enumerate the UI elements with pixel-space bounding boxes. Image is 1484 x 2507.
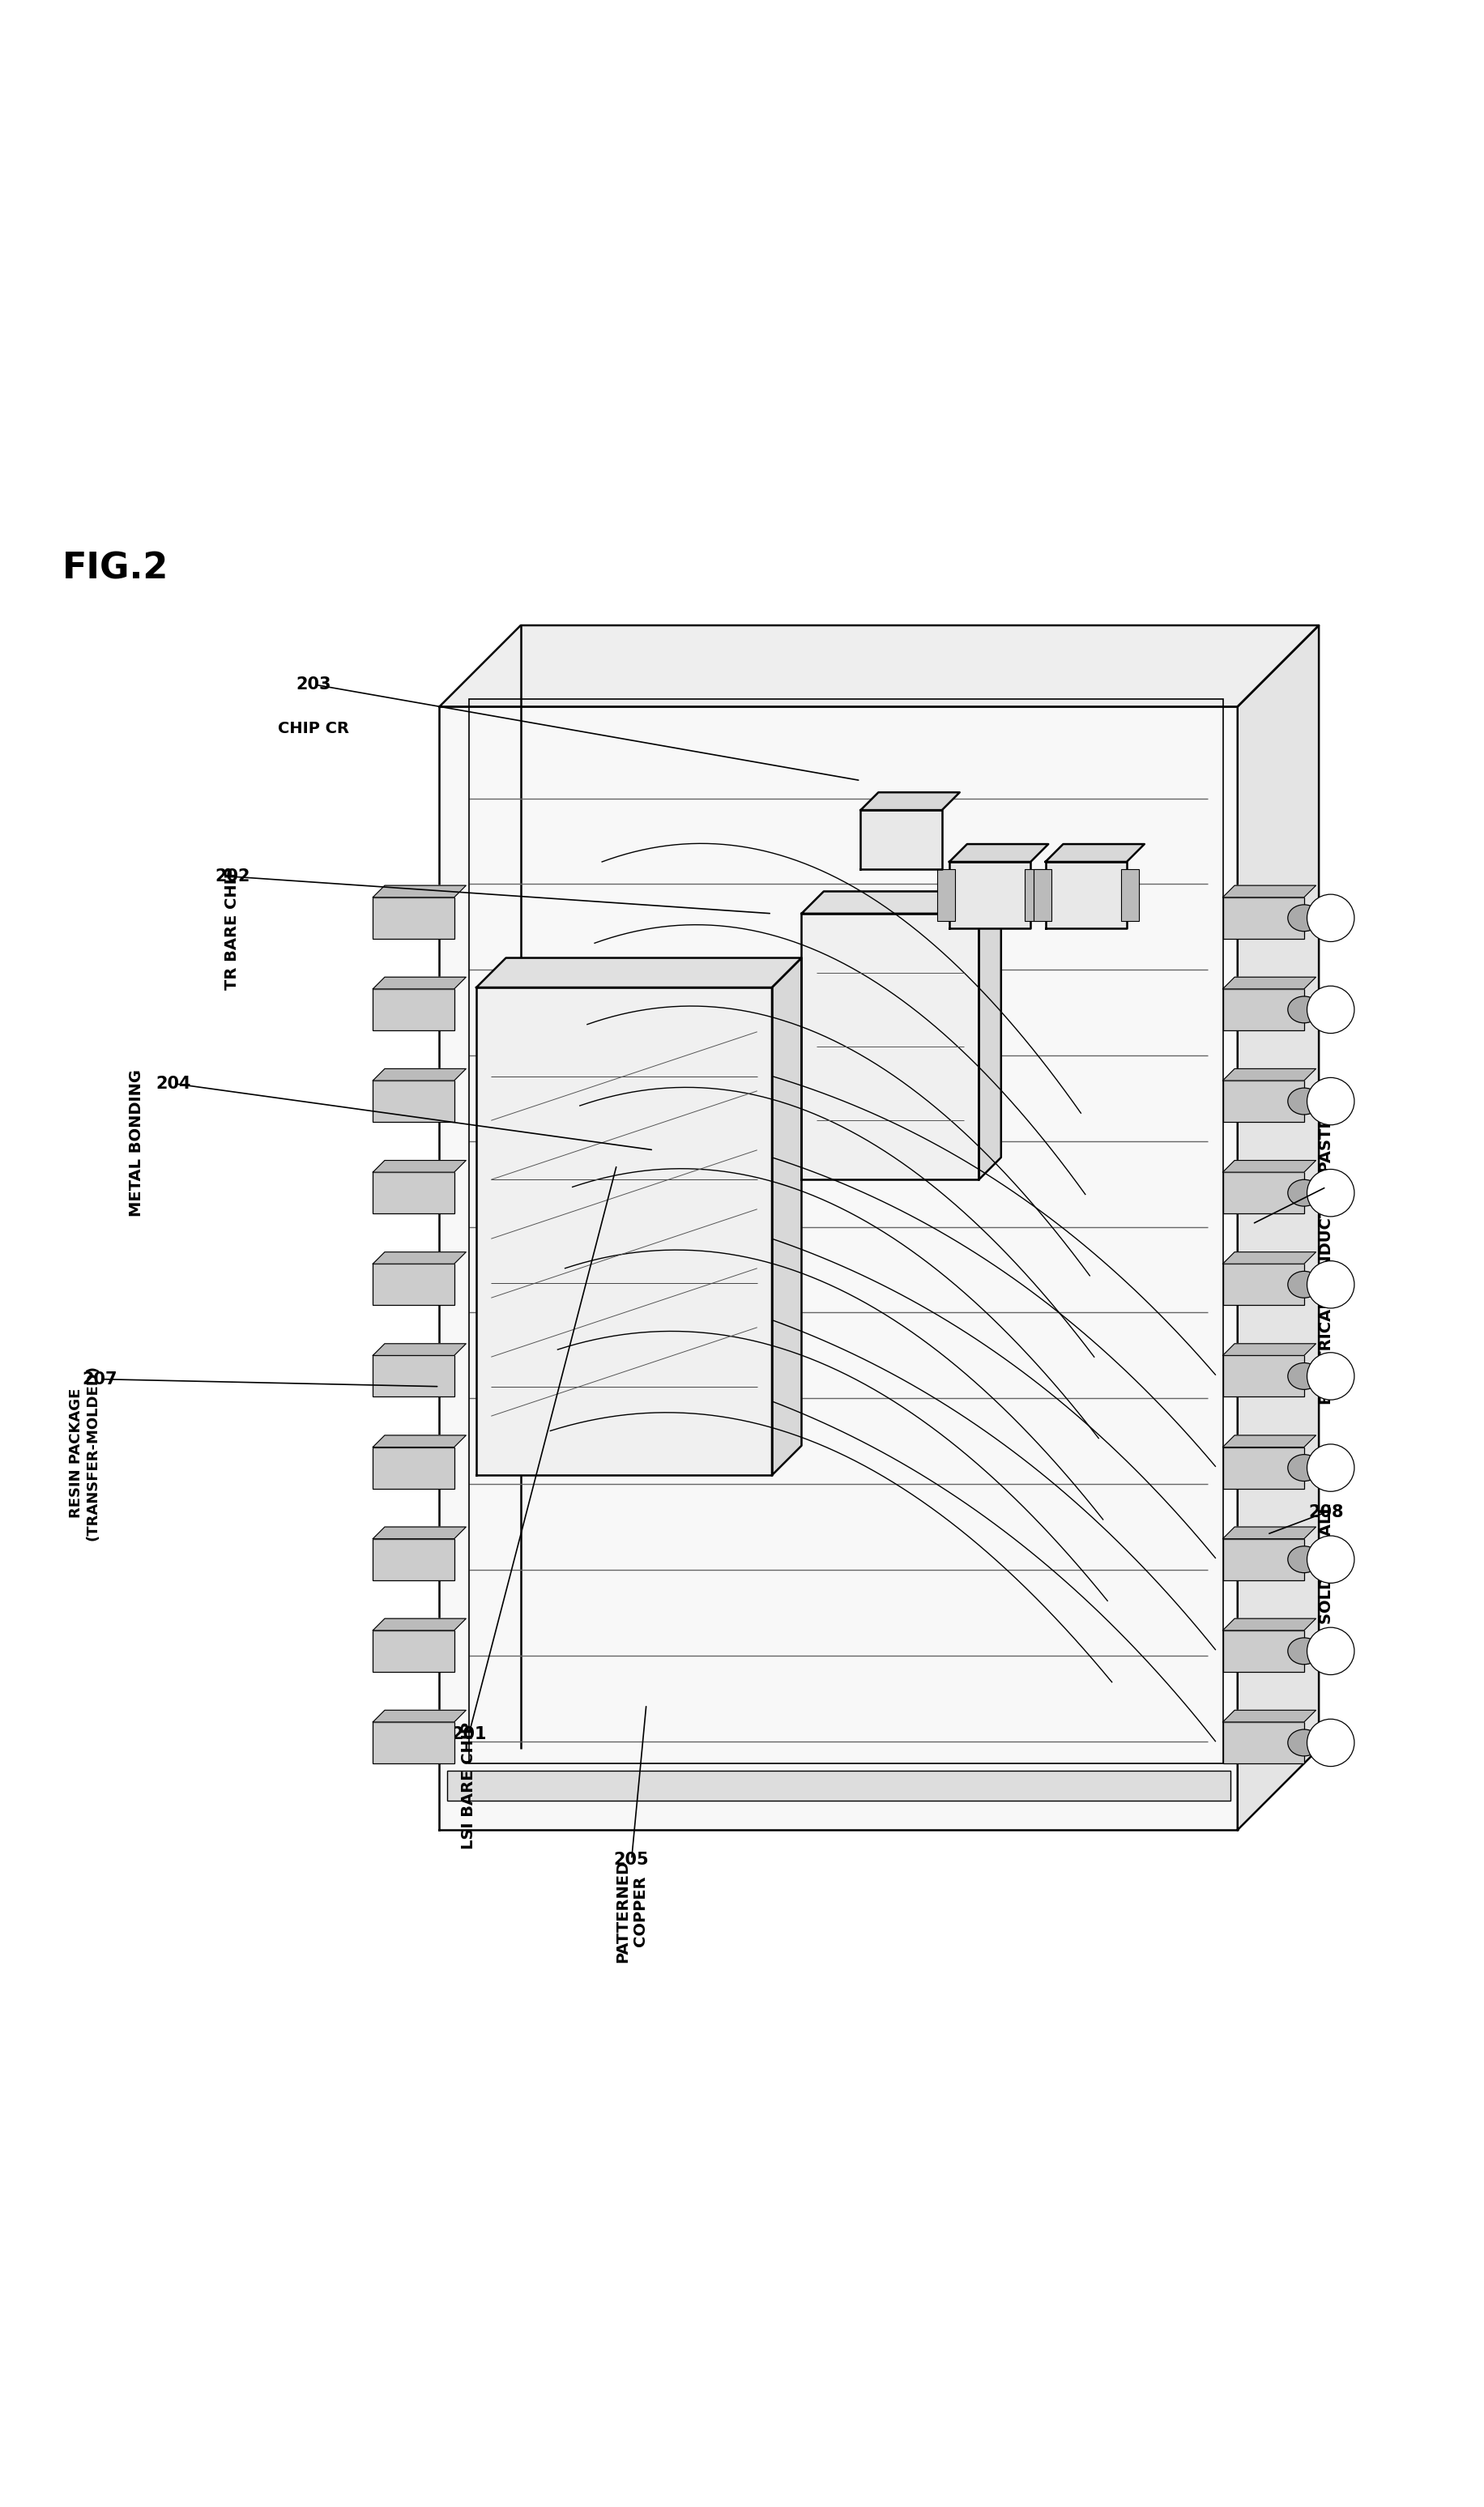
Polygon shape [439,707,1236,1830]
Ellipse shape [1287,1454,1319,1482]
Text: SOLDER BALL: SOLDER BALL [1318,1504,1333,1625]
Bar [1223,1539,1303,1579]
Ellipse shape [1287,1637,1319,1665]
Polygon shape [801,913,978,1181]
Polygon shape [978,892,1000,1181]
Text: TR BARE CHIP: TR BARE CHIP [224,867,240,990]
Bar [372,1081,454,1123]
Bar [1223,1264,1303,1306]
Polygon shape [476,988,772,1474]
Polygon shape [1223,1161,1315,1173]
Polygon shape [1223,978,1315,988]
Text: 204: 204 [156,1076,191,1091]
Ellipse shape [1287,1364,1319,1389]
Polygon shape [801,892,1000,913]
Circle shape [1306,1261,1353,1309]
Bar [372,1356,454,1396]
Polygon shape [372,1344,466,1356]
Bar [1120,870,1138,920]
Bar [1223,1173,1303,1213]
Bar [1033,870,1051,920]
Circle shape [1306,895,1353,943]
Circle shape [1306,1354,1353,1399]
Polygon shape [1223,1527,1315,1539]
Bar [469,699,1223,1762]
Bar [1223,1081,1303,1123]
Bar [372,1630,454,1672]
Bar [936,870,954,920]
Polygon shape [948,862,1030,928]
Polygon shape [476,958,801,988]
Circle shape [1306,985,1353,1033]
Text: LSI BARE CHIP: LSI BARE CHIP [462,1722,476,1850]
Bar [372,988,454,1030]
Text: 205: 205 [613,1850,649,1868]
Polygon shape [1223,885,1315,898]
Text: 206: 206 [1307,1178,1343,1196]
Bar [372,1539,454,1579]
Bar [372,898,454,938]
Text: CHIP CR: CHIP CR [278,722,349,737]
Polygon shape [372,1161,466,1173]
Text: 201: 201 [451,1725,487,1742]
Bar [1223,988,1303,1030]
Bar [1024,870,1042,920]
Bar [1223,898,1303,938]
Polygon shape [1045,845,1144,862]
Circle shape [1306,1078,1353,1126]
Polygon shape [372,1437,466,1447]
Text: 203: 203 [295,677,331,692]
Bar [1223,1356,1303,1396]
Text: PATTERNED
COPPER: PATTERNED COPPER [614,1860,649,1963]
Circle shape [1306,1537,1353,1582]
Polygon shape [372,885,466,898]
Ellipse shape [1287,905,1319,930]
Bar [1223,1722,1303,1762]
Text: 202: 202 [215,867,249,885]
Circle shape [1306,1720,1353,1767]
Text: 208: 208 [1307,1504,1343,1519]
Polygon shape [372,1251,466,1264]
Polygon shape [1223,1710,1315,1722]
Bar [372,1264,454,1306]
Polygon shape [772,958,801,1474]
Polygon shape [439,624,1318,707]
Text: 207: 207 [82,1371,117,1386]
Polygon shape [861,792,959,810]
Circle shape [1306,1627,1353,1675]
Circle shape [1306,1168,1353,1216]
Ellipse shape [1287,1730,1319,1755]
Bar [1223,1630,1303,1672]
Bar [447,1770,1229,1800]
Bar [1223,1447,1303,1489]
Polygon shape [372,1620,466,1630]
Circle shape [1306,1444,1353,1492]
Text: RESIN PACKAGE
(TRANSFER-MOLDED): RESIN PACKAGE (TRANSFER-MOLDED) [68,1366,101,1542]
Bar [372,1447,454,1489]
Polygon shape [861,810,941,870]
Polygon shape [1223,1437,1315,1447]
Text: METAL BONDING: METAL BONDING [129,1068,144,1216]
Polygon shape [372,1068,466,1081]
Ellipse shape [1287,1088,1319,1116]
Polygon shape [1223,1620,1315,1630]
Polygon shape [1223,1344,1315,1356]
Polygon shape [372,1527,466,1539]
Bar [372,1722,454,1762]
Text: ELECTRICAL CONDUCTIVE PASTE: ELECTRICAL CONDUCTIVE PASTE [1318,1118,1333,1404]
Bar [372,1173,454,1213]
Polygon shape [372,978,466,988]
Text: FIG.2: FIG.2 [62,552,169,587]
Polygon shape [372,1710,466,1722]
Ellipse shape [1287,1181,1319,1206]
Polygon shape [1045,862,1126,928]
Polygon shape [1223,1251,1315,1264]
Ellipse shape [1287,1547,1319,1572]
Ellipse shape [1287,995,1319,1023]
Polygon shape [948,845,1048,862]
Ellipse shape [1287,1271,1319,1299]
Polygon shape [1236,624,1318,1830]
Polygon shape [1223,1068,1315,1081]
